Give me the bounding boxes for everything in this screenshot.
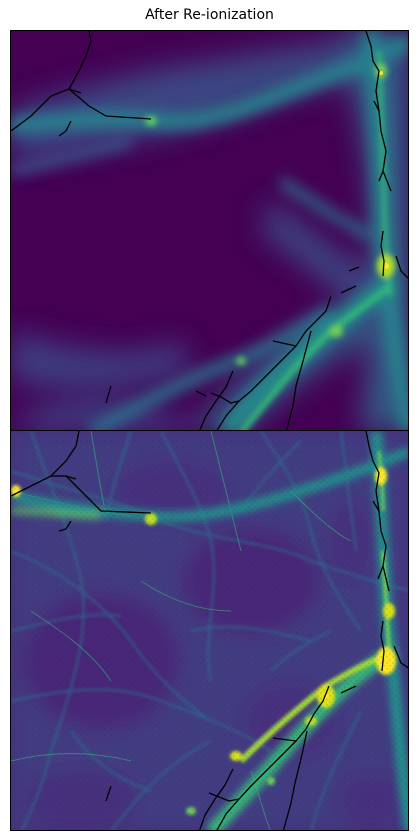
bottom-density-panel — [10, 430, 409, 831]
top-density-panel — [10, 30, 409, 431]
top-filament-lines — [11, 31, 408, 430]
bottom-density-image — [11, 431, 408, 830]
bottom-filament-lines — [11, 431, 408, 830]
figure-title: After Re-ionization — [145, 7, 274, 23]
top-density-image — [11, 31, 408, 430]
